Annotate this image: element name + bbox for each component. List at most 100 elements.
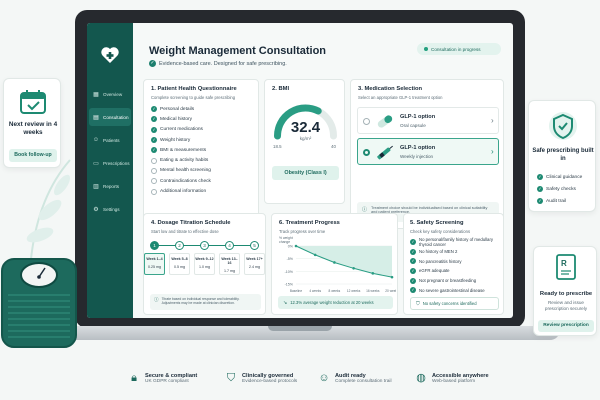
chart-y-label: % weight change <box>279 236 293 244</box>
sidebar-item-patients[interactable]: ☺ Patients <box>92 137 120 143</box>
chart-y-tick: -10% <box>285 270 294 274</box>
check-circle-icon: ✓ <box>537 198 543 204</box>
screening-subtitle: Check key safety considerations <box>410 229 471 234</box>
progress-title: 6. Treatment Progress <box>279 220 340 226</box>
chart-point <box>294 244 298 248</box>
bmi-min-label: 18.5 <box>273 144 282 149</box>
laptop-notch <box>268 326 332 331</box>
screening-card: 5. Safety Screening Check key safety con… <box>403 213 504 315</box>
safe-prescribing-item: ✓ Audit trail <box>537 198 566 204</box>
titration-steps: 1 Week 1–4 0.25 mg 2 Week 5–8 0.5 mg 3 Week 9–1… <box>144 241 265 281</box>
info-icon: ⓘ <box>154 297 159 302</box>
sidebar: ▦ Overview ▤ Consultation ☺ Patients ▭ Presc… <box>87 23 133 318</box>
questionnaire-item[interactable]: ✓ Current medications <box>151 126 203 133</box>
option-oral-name: GLP-1 option <box>400 114 436 120</box>
chart-x-tick: Baseline <box>290 289 302 293</box>
questionnaire-item[interactable]: ✓ Weight history <box>151 137 191 144</box>
ready-to-prescribe-subtitle: Review and issue prescription securely <box>544 300 588 311</box>
titration-step-box: Week 13–16 1.7 mg <box>219 253 240 275</box>
titration-dose: 1.7 mg <box>224 269 235 273</box>
titration-dose: 0.5 mg <box>174 265 185 269</box>
gear-icon: ⚙ <box>93 206 99 213</box>
questionnaire-item[interactable]: Eating & activity habits <box>151 155 255 165</box>
book-follow-up-button[interactable]: Book follow-up <box>9 149 57 162</box>
option-oral-form: Oral capsule <box>400 123 426 128</box>
next-review-card: Next review in 4 weeks Book follow-up <box>3 78 61 168</box>
chart-series-line <box>295 245 393 278</box>
bmi-card: 2. BMI 32.4 kg/m² 18.5 40 Obesity (Class… <box>264 79 345 204</box>
safe-prescribing-item: ✓ Safety checks <box>537 186 576 192</box>
questionnaire-item[interactable]: ✓ Personal details <box>151 106 195 113</box>
check-circle-icon: ✓ <box>537 174 543 180</box>
check-circle-icon: ✓ <box>410 277 416 284</box>
questionnaire-card: 1. Patient Health Questionnaire Complete… <box>143 79 259 234</box>
titration-dose: 0.25 mg <box>148 265 161 269</box>
prescription-document-icon: R <box>556 254 576 280</box>
titration-step-marker: 3 <box>200 241 209 250</box>
titration-card: 4. Dosage Titration Schedule Start low a… <box>143 213 266 315</box>
users-icon: ☺ <box>318 372 330 384</box>
ready-to-prescribe-card: R Ready to prescribe Review and issue pr… <box>533 246 597 336</box>
footer-item-secure: 🔒︎ Secure & compliant UK GDPR compliant <box>128 372 197 384</box>
questionnaire-title: 1. Patient Health Questionnaire <box>151 86 237 92</box>
screening-footer: ⛉ No safety concerns identified <box>410 297 499 310</box>
sidebar-item-consultation[interactable]: ▤ Consultation <box>89 108 131 126</box>
titration-week: Week 5–8 <box>171 257 188 261</box>
titration-dose: 2.4 mg <box>249 265 260 269</box>
leaf-decoration <box>26 159 71 271</box>
ready-to-prescribe-title: Ready to prescribe <box>539 291 593 297</box>
sidebar-item-settings[interactable]: ⚙ Settings <box>93 206 120 213</box>
sidebar-item-overview[interactable]: ▦ Overview <box>93 91 123 98</box>
screening-item: ✓ No personal/family history of medullary… <box>410 237 494 247</box>
bmi-value: 32.4 <box>290 119 321 136</box>
bmi-title: 2. BMI <box>272 86 290 92</box>
empty-circle-icon <box>151 188 157 195</box>
bmi-category-badge: Obesity (Class I) <box>272 166 339 180</box>
lock-icon: 🔒︎ <box>131 372 137 384</box>
chart-point <box>313 253 317 257</box>
screening-item: ✓ Not pregnant or breastfeeding <box>410 277 477 284</box>
medication-option-oral[interactable]: GLP-1 option Oral capsule › <box>357 107 499 134</box>
chart-x-tick: 12 weeks <box>347 289 361 293</box>
sidebar-item-reports[interactable]: ▥ Reports <box>93 183 120 190</box>
screening-item: ✓ No pancreatitis history <box>410 258 462 265</box>
questionnaire-item[interactable]: Additional information <box>151 186 255 196</box>
radio-oral[interactable] <box>363 118 370 125</box>
titration-week: Week 13–16 <box>221 257 238 265</box>
capsule-icon <box>377 115 393 128</box>
option-injection-name: GLP-1 option <box>400 145 436 151</box>
medication-option-injection[interactable]: GLP-1 option Weekly injection › <box>357 138 499 165</box>
chart-area <box>296 246 392 278</box>
check-circle-icon: ✓ <box>410 287 416 294</box>
check-icon: ✓ <box>149 60 156 67</box>
safe-prescribing-list: ✓ Clinical guidance ✓ Safety checks ✓ Audit t… <box>537 171 595 207</box>
questionnaire-item[interactable]: Mental health screening <box>151 166 255 176</box>
titration-step-marker: 2 <box>175 241 184 250</box>
questionnaire-item[interactable]: ✓ Medical history <box>151 116 192 123</box>
radio-injection[interactable] <box>363 149 370 156</box>
chart-point <box>390 275 394 279</box>
empty-circle-icon <box>151 157 157 164</box>
titration-title: 4. Dosage Titration Schedule <box>151 220 231 226</box>
questionnaire-item[interactable]: ✓ BMI & measurements <box>151 147 207 154</box>
chart-x-tick: 20 weeks <box>385 289 396 293</box>
safe-prescribing-title: Safe prescribing built in <box>532 148 594 162</box>
screening-item: ✓ No severe gastrointestinal disease <box>410 287 485 294</box>
sidebar-item-prescriptions[interactable]: ▭ Prescriptions <box>93 160 130 167</box>
titration-step-marker: 5 <box>250 241 259 250</box>
titration-week: Week 17+ <box>246 257 263 261</box>
check-circle-icon: ✓ <box>410 239 416 245</box>
page-title: Weight Management Consultation <box>149 45 327 57</box>
chart-x-tick: 16 weeks <box>366 289 380 293</box>
check-circle-icon: ✓ <box>410 258 416 265</box>
chart-point <box>352 266 355 270</box>
questionnaire-item[interactable]: Contraindications check <box>151 176 255 186</box>
footer-item-accessible: ◍ Accessible anywhere Web-based platform <box>416 372 489 384</box>
titration-step-box: Week 17+ 2.4 mg <box>244 253 265 275</box>
chart-point <box>371 272 375 275</box>
globe-icon: ◍ <box>416 372 426 384</box>
page-subtitle: ✓ Evidence-based care. Designed for safe … <box>149 60 287 67</box>
chart-y-tick: 0% <box>288 245 294 249</box>
review-prescription-button[interactable]: Review prescription <box>538 320 594 332</box>
chart-x-tick: 8 weeks <box>329 289 341 293</box>
